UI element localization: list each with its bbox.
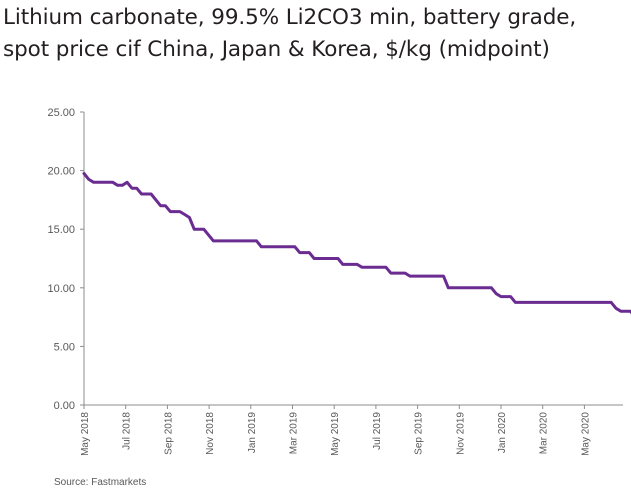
source-note: Source: Fastmarkets (54, 477, 146, 488)
x-tick-label: May 2020 (580, 412, 591, 456)
x-tick-label: Mar 2019 (289, 412, 300, 455)
x-tick-label: Mar 2020 (539, 412, 550, 455)
y-axis-ticks: 0.00 5.00 10.00 15.00 20.00 25.00 (47, 107, 84, 412)
x-tick-label: Jul 2019 (372, 412, 383, 450)
y-tick-label: 0.00 (54, 400, 75, 412)
y-tick-label: 20.00 (47, 166, 75, 178)
chart-series (84, 174, 631, 318)
x-tick-label: Sep 2018 (163, 412, 174, 455)
x-tick-label: Jul 2018 (122, 412, 133, 450)
x-tick-label: Jan 2019 (247, 412, 258, 454)
x-tick-label: Sep 2019 (414, 412, 425, 455)
x-tick-label: Nov 2018 (205, 412, 216, 455)
y-tick-label: 10.00 (47, 283, 75, 295)
chart-axes (84, 112, 623, 405)
y-tick-label: 15.00 (47, 224, 75, 236)
y-tick-label: 25.00 (47, 107, 75, 119)
x-tick-label: May 2018 (80, 412, 91, 456)
x-tick-label: Jan 2020 (497, 412, 508, 454)
x-tick-label: Nov 2019 (455, 412, 466, 455)
x-tick-label: May 2019 (330, 412, 341, 456)
x-axis-ticks: May 2018 Jul 2018 Sep 2018 Nov 2018 Jan 2019… (80, 405, 591, 456)
line-chart: 0.00 5.00 10.00 15.00 20.00 25.00 May 2018 Jul… (0, 0, 631, 497)
price-line (84, 174, 631, 318)
y-tick-label: 5.00 (54, 341, 75, 353)
